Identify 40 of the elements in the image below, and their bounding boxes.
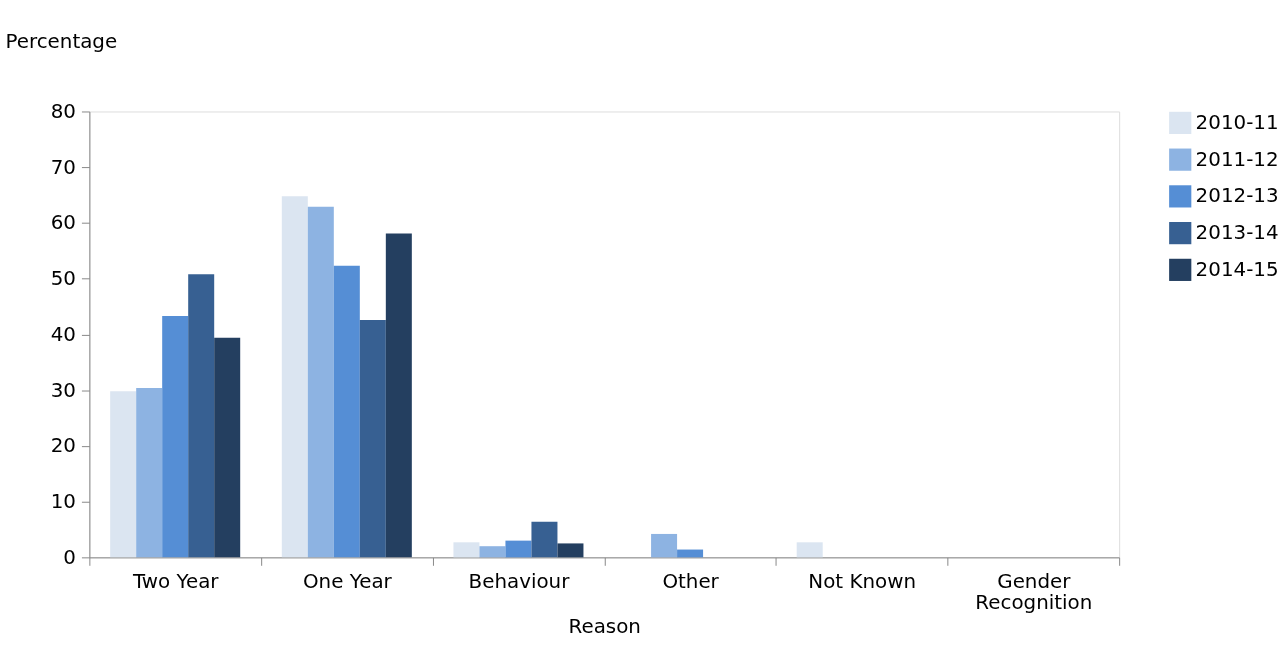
bar [307, 206, 334, 558]
x-tick-label: Behaviour [468, 569, 571, 593]
y-tick-label: 60 [50, 211, 76, 235]
bar [333, 265, 360, 558]
x-tick-label: Gender Recognition [975, 569, 1093, 615]
bar [531, 521, 558, 558]
bar [188, 274, 215, 558]
y-tick-label: 40 [50, 322, 76, 346]
bar [677, 549, 704, 558]
bar [651, 533, 678, 558]
x-axis-title: Reason [568, 615, 641, 639]
legend-label: 2012-13 [1195, 184, 1279, 208]
legend-label: 2010-11 [1195, 110, 1279, 134]
bar [479, 546, 506, 558]
x-tick-label: Two Year [131, 569, 220, 593]
y-tick-label: 50 [50, 267, 76, 291]
bar [110, 391, 137, 558]
legend-label: 2011-12 [1195, 147, 1279, 171]
y-tick-label: 10 [50, 490, 76, 514]
bar [162, 316, 189, 558]
bar [281, 196, 308, 558]
legend-label: 2013-14 [1195, 221, 1279, 245]
y-tick-label: 30 [50, 378, 76, 402]
bar [505, 540, 532, 558]
x-tick-label: Not Known [808, 569, 917, 593]
bar [453, 542, 480, 558]
bar [557, 543, 584, 558]
y-axis-title: Percentage [5, 30, 118, 54]
x-tick-label: Other [662, 569, 720, 593]
bar [796, 542, 823, 558]
y-tick-label: 0 [63, 545, 76, 569]
bar [214, 337, 241, 558]
bar [385, 233, 412, 558]
bar [136, 387, 163, 558]
y-tick-label: 70 [50, 155, 76, 179]
y-tick-label: 20 [50, 434, 76, 458]
y-tick-label: 80 [50, 99, 76, 123]
x-tick-label: One Year [302, 569, 393, 593]
bar [359, 319, 386, 558]
legend-label: 2014-15 [1195, 257, 1279, 281]
